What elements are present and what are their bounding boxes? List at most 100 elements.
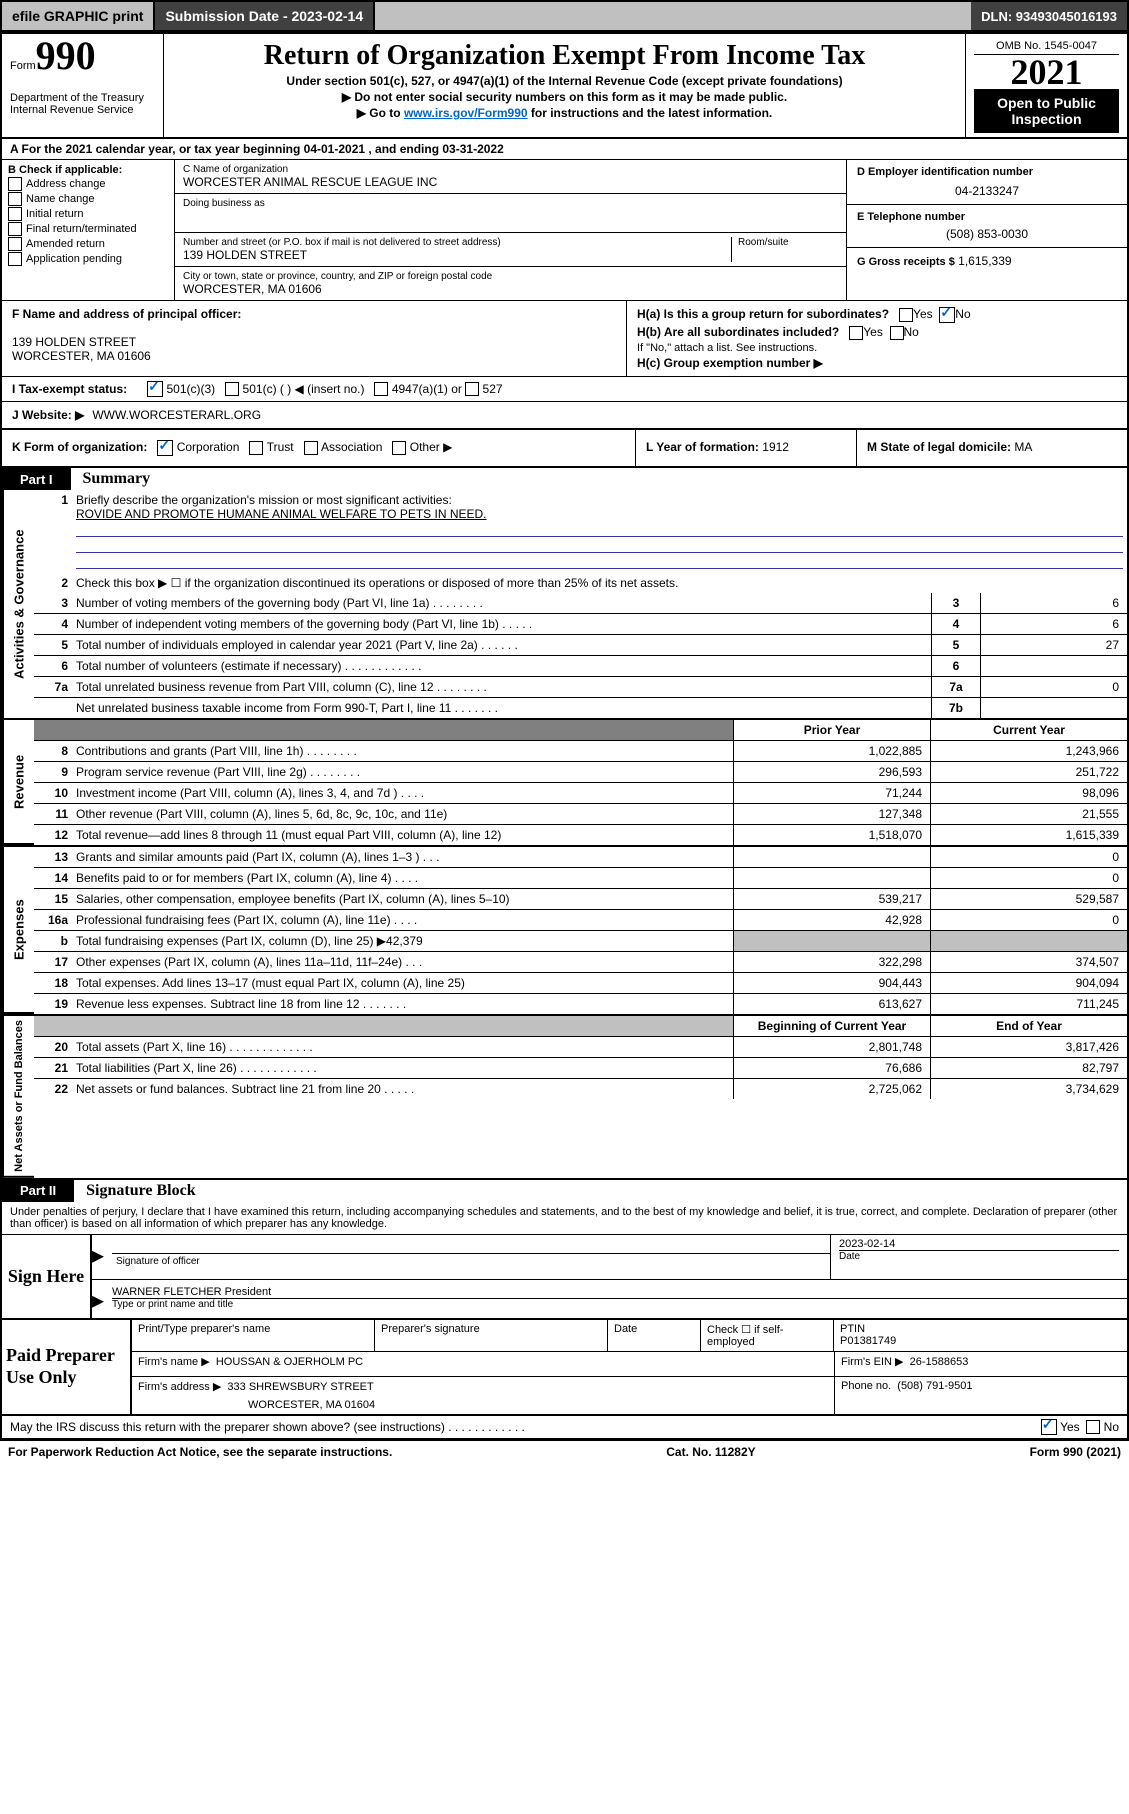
k-form-org: K Form of organization: Corporation Trus… (2, 430, 635, 466)
fin-num: 20 (34, 1037, 72, 1057)
fin-txt: Benefits paid to or for members (Part IX… (72, 868, 733, 888)
footer-line: For Paperwork Reduction Act Notice, see … (0, 1441, 1129, 1463)
chk-corp[interactable] (157, 440, 173, 456)
fin-txt: Contributions and grants (Part VIII, lin… (72, 741, 733, 761)
chk-ha-no[interactable] (939, 307, 955, 323)
fin-num: 13 (34, 847, 72, 867)
ptin-value: P01381749 (840, 1335, 1121, 1347)
chk-501c3[interactable] (147, 381, 163, 397)
fin-txt: Total liabilities (Part X, line 26) . . … (72, 1058, 733, 1078)
fin-txt: Program service revenue (Part VIII, line… (72, 762, 733, 782)
rev-line: 9Program service revenue (Part VIII, lin… (34, 762, 1127, 783)
chk-assoc[interactable] (304, 441, 318, 455)
lbl-amended-return: Amended return (26, 238, 105, 250)
fin-prior (733, 931, 930, 951)
fin-num: 14 (34, 868, 72, 888)
e-phone-cell: E Telephone number (508) 853-0030 (847, 205, 1127, 248)
chk-501c[interactable] (225, 382, 239, 396)
chk-discuss-no[interactable] (1086, 1420, 1100, 1434)
f-addr1: 139 HOLDEN STREET (12, 335, 616, 349)
gov-line: Net unrelated business taxable income fr… (34, 698, 1127, 718)
chk-name-change[interactable] (8, 192, 22, 206)
no-ssn-note: ▶ Do not enter social security numbers o… (172, 90, 957, 104)
chk-4947[interactable] (374, 382, 388, 396)
hb-no: No (904, 325, 919, 339)
fin-txt: Other expenses (Part IX, column (A), lin… (72, 952, 733, 972)
exp-line: 16aProfessional fundraising fees (Part I… (34, 910, 1127, 931)
side-governance: Activities & Governance (2, 490, 34, 718)
gov-line: 5Total number of individuals employed in… (34, 635, 1127, 656)
fin-num: 22 (34, 1079, 72, 1099)
chk-ha-yes[interactable] (899, 308, 913, 322)
exp-line: 18Total expenses. Add lines 13–17 (must … (34, 973, 1127, 994)
chk-address-change[interactable] (8, 177, 22, 191)
header-right: OMB No. 1545-0047 2021 Open to Public In… (966, 34, 1127, 137)
e-value: (508) 853-0030 (857, 227, 1117, 241)
fin-curr: 98,096 (930, 783, 1127, 803)
firm-addr-cell: Firm's address ▶ 333 SHREWSBURY STREET W… (132, 1377, 835, 1414)
section-bcdeg: B Check if applicable: Address change Na… (2, 160, 1127, 301)
fin-curr: 251,722 (930, 762, 1127, 782)
ln-num: 6 (34, 656, 72, 676)
chk-hb-yes[interactable] (849, 326, 863, 340)
city-value: WORCESTER, MA 01606 (183, 282, 838, 296)
ln-box-val (980, 698, 1127, 718)
f-label: F Name and address of principal officer: (12, 307, 616, 321)
exp-line: bTotal fundraising expenses (Part IX, co… (34, 931, 1127, 952)
chk-527[interactable] (465, 382, 479, 396)
submission-date-btn[interactable]: Submission Date - 2023-02-14 (155, 2, 375, 30)
irs-discuss-line: May the IRS discuss this return with the… (2, 1416, 1127, 1439)
efile-print-btn[interactable]: efile GRAPHIC print (2, 2, 155, 30)
l1-label: Briefly describe the organization's miss… (76, 493, 452, 507)
i-label: I Tax-exempt status: (12, 382, 127, 396)
firm-name-label: Firm's name ▶ (138, 1356, 210, 1368)
net-hdr-num (34, 1016, 72, 1036)
part1-num: Part I (2, 469, 71, 490)
chk-initial-return[interactable] (8, 207, 22, 221)
opt-corp: Corporation (177, 440, 240, 454)
part2-declaration: Under penalties of perjury, I declare th… (2, 1202, 1127, 1235)
fin-prior: 127,348 (733, 804, 930, 824)
ln-num: 7a (34, 677, 72, 697)
phone-label: Phone no. (841, 1380, 891, 1392)
chk-application-pending[interactable] (8, 252, 22, 266)
net-body: Beginning of Current Year End of Year 20… (34, 1016, 1127, 1178)
opt-501c: 501(c) ( ) ◀ (insert no.) (243, 382, 365, 396)
chk-hb-no[interactable] (890, 326, 904, 340)
city-box: City or town, state or province, country… (175, 267, 846, 300)
lbl-name-change: Name change (26, 193, 95, 205)
prep-row1: Print/Type preparer's name Preparer's si… (132, 1320, 1127, 1352)
fin-num: 16a (34, 910, 72, 930)
side-revenue: Revenue (2, 720, 34, 845)
d-ein-cell: D Employer identification number 04-2133… (847, 160, 1127, 205)
d-value: 04-2133247 (857, 184, 1117, 198)
goto-line: ▶ Go to www.irs.gov/Form990 for instruct… (172, 106, 957, 120)
chk-final-return[interactable] (8, 222, 22, 236)
j-value: WWW.WORCESTERARL.ORG (92, 408, 261, 422)
c-name-label: C Name of organization (183, 164, 838, 175)
preparer-label: Paid Preparer Use Only (2, 1320, 132, 1414)
hb-note: If "No," attach a list. See instructions… (637, 342, 1117, 354)
cat-no: Cat. No. 11282Y (666, 1445, 755, 1459)
chk-trust[interactable] (249, 441, 263, 455)
ptin-label: PTIN (840, 1323, 1121, 1335)
chk-amended-return[interactable] (8, 237, 22, 251)
ln-num: 5 (34, 635, 72, 655)
ln-txt: Number of independent voting members of … (72, 614, 931, 634)
firm-ein-value: 26-1588653 (910, 1356, 969, 1368)
row-klm: K Form of organization: Corporation Trus… (2, 430, 1127, 468)
fin-curr: 3,734,629 (930, 1079, 1127, 1099)
chk-other[interactable] (392, 441, 406, 455)
rev-lines: 8Contributions and grants (Part VIII, li… (34, 741, 1127, 845)
irs-link[interactable]: www.irs.gov/Form990 (404, 106, 528, 120)
f-addr2: WORCESTER, MA 01606 (12, 349, 616, 363)
m-label: M State of legal domicile: (867, 440, 1011, 454)
fin-curr: 3,817,426 (930, 1037, 1127, 1057)
dln-label: DLN: 93493045016193 (971, 2, 1127, 30)
part2-num: Part II (2, 1180, 74, 1201)
fin-curr: 904,094 (930, 973, 1127, 993)
chk-discuss-yes[interactable] (1041, 1419, 1057, 1435)
preparer-block: Paid Preparer Use Only Print/Type prepar… (2, 1320, 1127, 1416)
rev-line: 12Total revenue—add lines 8 through 11 (… (34, 825, 1127, 845)
header-left: Form990 Department of the Treasury Inter… (2, 34, 164, 137)
